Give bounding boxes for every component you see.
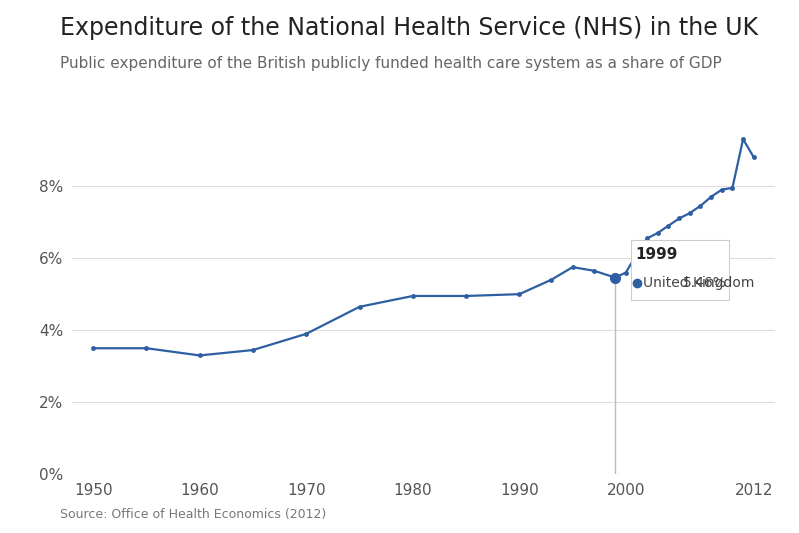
FancyBboxPatch shape xyxy=(631,240,729,300)
Text: Expenditure of the National Health Service (NHS) in the UK: Expenditure of the National Health Servi… xyxy=(60,16,758,40)
Text: 5.46%: 5.46% xyxy=(682,276,726,290)
Text: United Kingdom: United Kingdom xyxy=(643,276,754,290)
Text: Source: Office of Health Economics (2012): Source: Office of Health Economics (2012… xyxy=(60,508,326,521)
Text: 1999: 1999 xyxy=(635,247,678,262)
Text: Public expenditure of the British publicly funded health care system as a share : Public expenditure of the British public… xyxy=(60,56,721,71)
